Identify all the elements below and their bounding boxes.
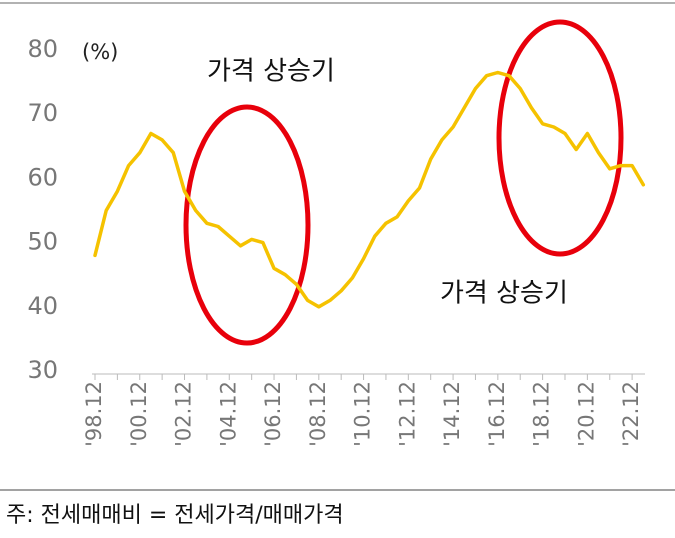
x-tick-label: '18.12	[530, 381, 554, 447]
y-tick-label: 60	[27, 163, 58, 191]
highlight-ellipse	[183, 104, 311, 346]
y-tick-label: 50	[27, 228, 58, 256]
x-tick-label: '10.12	[351, 381, 375, 447]
highlight-ellipse	[496, 19, 624, 257]
x-tick-label: '00.12	[127, 381, 151, 447]
x-tick-label: '12.12	[395, 381, 419, 447]
x-tick-label: '02.12	[172, 381, 196, 447]
data-line	[93, 70, 646, 309]
y-tick-label: 40	[27, 292, 58, 320]
x-tick-label: '20.12	[574, 381, 598, 447]
y-tick-label: 80	[27, 35, 58, 63]
annotation: 가격 상승기	[207, 57, 335, 87]
x-tick-label: '04.12	[216, 381, 240, 447]
x-tick-label: '16.12	[485, 381, 509, 447]
x-tick-label: '08.12	[306, 381, 330, 447]
footnote: 주: 전세매매비 = 전세가격/매매가격	[6, 503, 344, 528]
annotation: 가격 상승기	[440, 279, 568, 309]
y-tick-label: 30	[27, 356, 58, 384]
x-tick-label: '22.12	[619, 381, 643, 447]
x-tick-label: '98.12	[82, 381, 106, 447]
x-tick-label: '14.12	[440, 381, 464, 447]
x-tick-label: '06.12	[261, 381, 285, 447]
y-tick-label: 70	[27, 99, 58, 127]
y-unit-label: (%)	[82, 40, 118, 64]
